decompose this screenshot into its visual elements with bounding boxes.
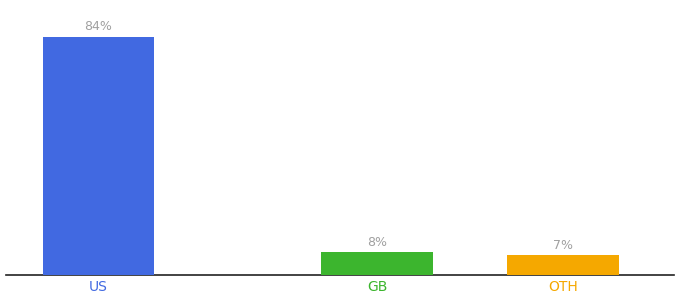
Bar — [43, 37, 154, 275]
Text: 7%: 7% — [553, 238, 573, 252]
Bar — [322, 252, 433, 275]
Text: 84%: 84% — [84, 20, 112, 33]
Text: 8%: 8% — [367, 236, 387, 249]
Bar — [507, 255, 619, 275]
